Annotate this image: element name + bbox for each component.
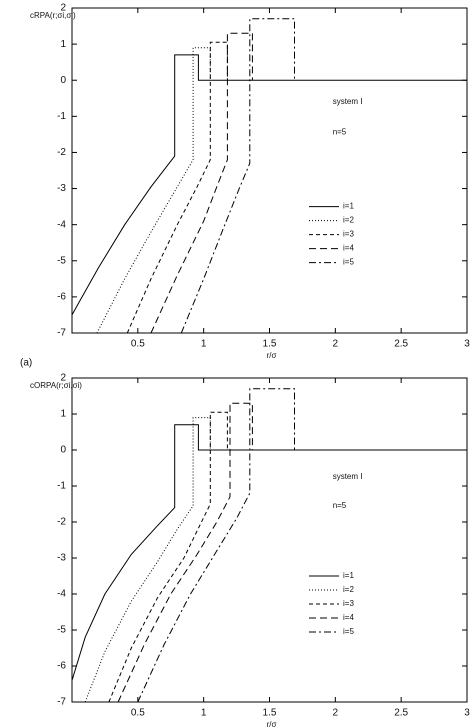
y-tick-label: -3 bbox=[57, 183, 66, 194]
y-tick-label: 1 bbox=[60, 409, 66, 420]
x-tick-label: 2.5 bbox=[394, 339, 408, 350]
series-line bbox=[108, 411, 228, 703]
legend-label: i=4 bbox=[343, 613, 354, 622]
y-tick-label: 0 bbox=[60, 445, 66, 456]
annotation: system I bbox=[333, 472, 363, 481]
series-line bbox=[180, 18, 295, 334]
x-tick-label: 1 bbox=[201, 339, 207, 350]
y-tick-label: -5 bbox=[57, 625, 66, 636]
y-tick-label: -7 bbox=[57, 328, 66, 339]
x-tick-label: 1.5 bbox=[263, 339, 277, 350]
x-tick-label: 1 bbox=[201, 708, 207, 719]
x-tick-label: 0.5 bbox=[131, 339, 145, 350]
legend-label: i=1 bbox=[343, 202, 354, 211]
legend-label: i=5 bbox=[343, 627, 354, 636]
y-axis-label: cORPA(r;σi,σi) bbox=[30, 381, 82, 390]
y-tick-label: -7 bbox=[57, 697, 66, 708]
y-tick-label: 2 bbox=[60, 3, 66, 14]
y-tick-label: -4 bbox=[57, 219, 66, 230]
legend-label: i=3 bbox=[343, 230, 354, 239]
legend-label: i=4 bbox=[343, 244, 354, 253]
series-line bbox=[71, 424, 467, 681]
x-tick-label: 3 bbox=[464, 339, 470, 350]
annotation: n=5 bbox=[333, 128, 347, 137]
y-axis-label: cRPA(r;σi,σi) bbox=[30, 11, 76, 20]
series-line bbox=[71, 54, 467, 316]
legend-label: i=3 bbox=[343, 599, 354, 608]
x-tick-label: 2 bbox=[333, 708, 339, 719]
y-tick-label: 2 bbox=[60, 373, 66, 384]
plot-frame bbox=[71, 377, 468, 703]
y-tick-label: -6 bbox=[57, 661, 66, 672]
series-line bbox=[126, 41, 228, 334]
series-line bbox=[117, 402, 253, 703]
series-line bbox=[150, 32, 253, 334]
y-tick-label: 0 bbox=[60, 75, 66, 86]
y-tick-label: -5 bbox=[57, 255, 66, 266]
y-tick-label: -2 bbox=[57, 147, 66, 158]
legend-label: i=2 bbox=[343, 216, 354, 225]
y-tick-label: -1 bbox=[57, 481, 66, 492]
plot-frame bbox=[71, 7, 468, 334]
annotation: system I bbox=[333, 97, 363, 106]
x-axis-label: r/σ bbox=[267, 351, 277, 360]
y-tick-label: -3 bbox=[57, 553, 66, 564]
x-tick-label: 2 bbox=[333, 339, 339, 350]
y-tick-label: -2 bbox=[57, 517, 66, 528]
annotation: n=5 bbox=[333, 501, 347, 510]
x-tick-label: 1.5 bbox=[263, 708, 277, 719]
x-tick-label: 2.5 bbox=[394, 708, 408, 719]
y-tick-label: -4 bbox=[57, 589, 66, 600]
x-tick-label: 3 bbox=[464, 708, 470, 719]
legend-label: i=1 bbox=[343, 571, 354, 580]
series-line bbox=[96, 47, 211, 334]
y-tick-label: 1 bbox=[60, 39, 66, 50]
legend-label: i=5 bbox=[343, 258, 354, 267]
panel-label: (a) bbox=[20, 358, 32, 369]
legend-label: i=2 bbox=[343, 585, 354, 594]
series-line bbox=[137, 388, 295, 703]
x-tick-label: 0.5 bbox=[131, 708, 145, 719]
y-tick-label: -1 bbox=[57, 111, 66, 122]
series-line bbox=[84, 417, 211, 703]
y-tick-label: -6 bbox=[57, 292, 66, 303]
x-axis-label: r/σ bbox=[267, 720, 277, 727]
